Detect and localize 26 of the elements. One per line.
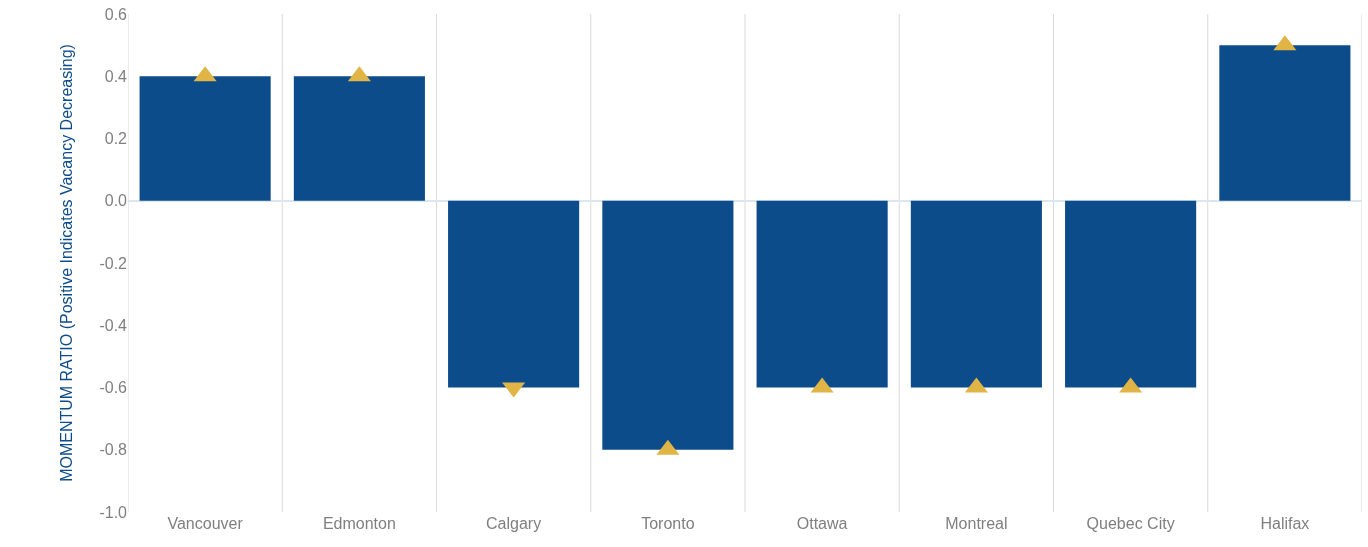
y-tick-label: 0.0 [104, 192, 128, 210]
y-tick-label: -1.0 [99, 503, 128, 521]
y-tick-label: 0.4 [104, 67, 128, 85]
y-tick-label: 0.6 [104, 5, 128, 23]
y-tick-label: -0.8 [99, 441, 128, 459]
y-tick-label: -0.6 [99, 379, 128, 397]
x-tick-label: Toronto [641, 515, 695, 532]
bar [756, 200, 888, 388]
bar [910, 200, 1042, 388]
bar [1065, 200, 1197, 388]
bar [293, 76, 425, 201]
x-tick-label: Ottawa [796, 515, 848, 532]
x-tick-label: Halifax [1260, 515, 1310, 532]
x-tick-label: Montreal [945, 515, 1008, 532]
y-tick-label: -0.2 [99, 254, 128, 272]
bar [602, 200, 734, 450]
x-tick-label: Calgary [486, 515, 542, 532]
x-tick-label: Vancouver [167, 515, 244, 532]
x-tick-label: Edmonton [322, 515, 396, 532]
y-tick-label: 0.2 [104, 130, 128, 148]
y-tick-label: -0.4 [99, 316, 128, 334]
y-axis-title: MOMENTUM RATIO (Positive Indicates Vacancy Decreasing) [58, 44, 76, 482]
bar [448, 200, 580, 388]
bar [139, 76, 271, 201]
bar [1219, 45, 1351, 201]
x-tick-label: Quebec City [1086, 515, 1175, 532]
